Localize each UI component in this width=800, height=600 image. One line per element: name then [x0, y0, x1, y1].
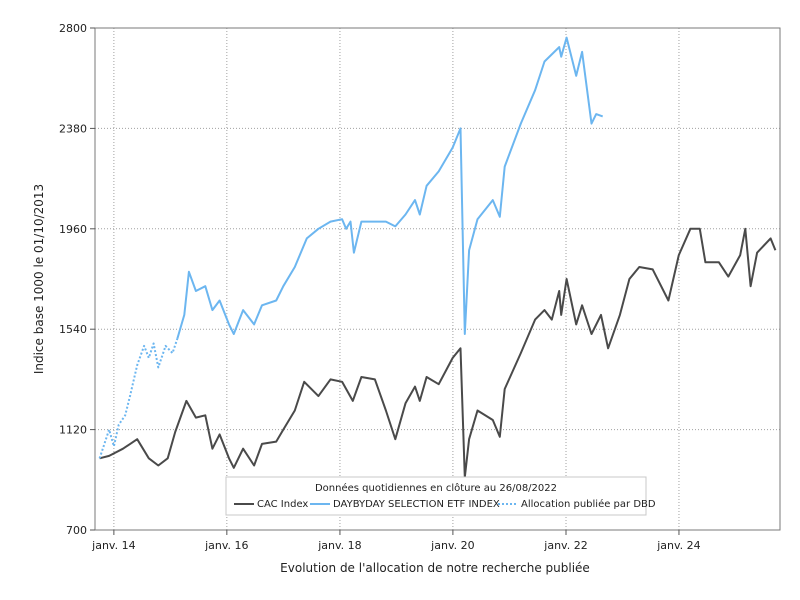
x-axis-title: Evolution de l'allocation de notre reche…	[280, 561, 590, 575]
y-tick-label: 700	[66, 524, 87, 537]
y-axis-title: Indice base 1000 le 01/10/2013	[32, 184, 46, 374]
plot-area-frame	[94, 27, 781, 531]
legend-label-dbd-allocation: Allocation publiée par DBD	[521, 498, 656, 510]
series-layer	[98, 36, 777, 479]
y-tick-label: 2380	[59, 122, 87, 135]
series-line-2	[98, 338, 179, 459]
x-tick-label: janv. 14	[91, 539, 135, 552]
grid-lines	[95, 28, 780, 530]
x-tick-label: janv. 16	[204, 539, 248, 552]
series-line-0	[99, 227, 777, 479]
legend-title: Données quotidiennes en clôture au 26/08…	[315, 482, 557, 494]
y-tick-label: 1540	[59, 323, 87, 336]
x-axis: janv. 14 janv. 16 janv. 18 janv. 20 janv. 22…	[91, 530, 701, 552]
legend-label-dbd-index: DAYBYDAY SELECTION ETF INDEX	[333, 499, 500, 510]
x-tick-label: janv. 20	[430, 539, 474, 552]
y-tick-label: 1120	[59, 424, 87, 437]
legend-label-cac: CAC Index	[257, 499, 308, 510]
x-tick-label: janv. 24	[656, 539, 700, 552]
x-tick-label: janv. 22	[543, 539, 587, 552]
legend: Données quotidiennes en clôture au 26/08…	[225, 476, 656, 516]
series-line-1	[176, 36, 604, 340]
y-tick-label: 2800	[59, 22, 87, 35]
y-tick-label: 1960	[59, 223, 87, 236]
x-tick-label: janv. 18	[317, 539, 361, 552]
legend-box	[225, 476, 647, 516]
y-axis: 700 1120 1540 1960 2380 2800	[59, 22, 95, 537]
